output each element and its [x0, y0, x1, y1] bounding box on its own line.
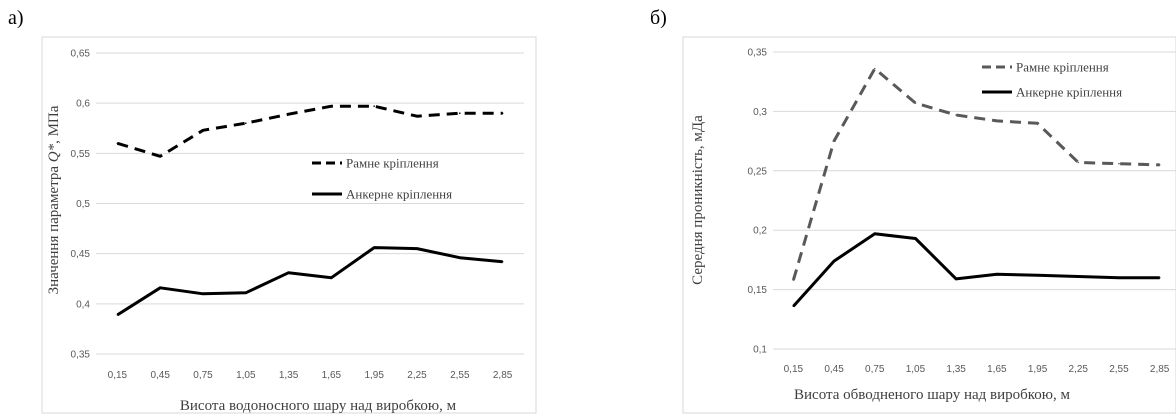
data-point [833, 260, 835, 262]
series-line-anchor-support [792, 232, 1160, 308]
y-tick-label: 0,2 [753, 226, 767, 237]
chart-frame [41, 36, 537, 414]
data-point [245, 291, 247, 294]
data-point [1118, 276, 1120, 279]
data-point [501, 112, 504, 114]
data-point [287, 113, 290, 116]
data-point [1158, 164, 1161, 166]
data-point [873, 232, 876, 235]
data-point [1036, 122, 1039, 125]
y-tick-label: 0,1 [753, 345, 767, 356]
data-point [416, 247, 418, 250]
x-tick-label: 0,15 [108, 370, 128, 381]
y-tick-label: 0,45 [71, 249, 91, 260]
x-tick-label: 1,65 [987, 364, 1007, 375]
y-tick-label: 0,35 [748, 48, 768, 59]
data-point [996, 120, 998, 122]
data-point [955, 278, 957, 280]
x-axis-title: Висота водоносного шару над виробкою, м [180, 398, 457, 414]
x-tick-label: 0,45 [150, 370, 170, 381]
data-point [287, 271, 290, 274]
panel-label: б) [650, 7, 667, 29]
data-point [245, 122, 247, 125]
data-point [914, 102, 917, 104]
y-axis-title-symbol: Q* [46, 143, 62, 162]
x-tick-label: 1,35 [946, 364, 966, 375]
x-tick-label: 2,25 [407, 370, 427, 381]
x-tick-label: 1,95 [1028, 364, 1048, 375]
y-tick-label: 0,25 [748, 166, 768, 177]
data-point [330, 276, 333, 279]
data-point [1077, 161, 1080, 164]
data-point [1077, 275, 1080, 278]
y-tick-label: 0,55 [71, 149, 91, 160]
data-point [873, 67, 876, 70]
data-point [459, 112, 461, 114]
data-point [416, 115, 418, 118]
legend-label: Рамне кріплення [1016, 60, 1109, 75]
data-point [373, 246, 376, 249]
y-tick-label: 0,6 [76, 99, 90, 110]
y-axis-title: Значення параметра Q*, МПа [46, 105, 62, 294]
y-tick-label: 0,15 [748, 285, 768, 296]
data-point [202, 293, 204, 295]
x-tick-label: 1,05 [906, 364, 926, 375]
chart-panel-a: а) 0,35 0,4 0,45 0,5 0,55 0,6 0,65 0,15 0,45 0,75 1… [8, 7, 537, 414]
y-tick-label: 0,35 [71, 350, 91, 361]
y-tick-label: 0,65 [71, 49, 91, 60]
legend-label: Анкерне кріплення [346, 187, 452, 202]
x-tick-label: 2,85 [493, 370, 513, 381]
series-line-frame-support [116, 104, 503, 158]
y-tick-label: 0,3 [753, 107, 767, 118]
legend-label: Рамне кріплення [346, 156, 439, 171]
y-tick-label: 0,4 [76, 299, 90, 310]
series-line-anchor-support [116, 246, 503, 317]
x-tick-label: 2,25 [1069, 364, 1089, 375]
data-point [914, 237, 917, 240]
x-tick-label: 1,05 [236, 370, 256, 381]
x-tick-label: 0,75 [193, 370, 213, 381]
data-point [501, 260, 504, 263]
data-point [833, 140, 835, 142]
series-line-frame-support [791, 67, 1160, 281]
y-axis-title-prefix: Значення параметра [46, 162, 62, 294]
x-tick-label: 2,55 [450, 370, 470, 381]
data-point [955, 114, 957, 116]
x-tick-label: 0,75 [865, 364, 885, 375]
data-point [996, 273, 998, 275]
x-tick-label: 0,45 [824, 364, 844, 375]
x-tick-label: 1,95 [364, 370, 384, 381]
x-tick-label: 1,65 [322, 370, 342, 381]
data-point [159, 286, 161, 289]
chart-frame [682, 36, 1176, 414]
data-point [202, 129, 204, 132]
x-axis-title: Висота обводненого шару над виробкою, м [794, 387, 1070, 403]
data-point [1158, 276, 1161, 279]
legend-label: Анкерне кріплення [1016, 85, 1122, 100]
y-axis-title: Середня проникність, мДа [690, 115, 706, 285]
data-point [792, 305, 795, 308]
data-point [459, 256, 461, 259]
x-tick-label: 2,85 [1150, 364, 1170, 375]
x-tick-label: 0,15 [784, 364, 804, 375]
data-point [1036, 274, 1039, 277]
y-axis-title-suffix: , МПа [46, 105, 62, 144]
data-point [373, 105, 376, 107]
y-tick-label: 0,5 [76, 199, 90, 210]
data-point [792, 279, 795, 281]
chart-panel-b: б) 0,1 0,15 0,2 0,25 0,3 0,35 0,15 0,45 0,75 1,05 1… [650, 7, 1176, 414]
data-point [330, 105, 333, 107]
panel-label: а) [8, 7, 24, 29]
x-tick-label: 2,55 [1109, 364, 1129, 375]
data-point [116, 314, 119, 316]
data-point [1118, 162, 1120, 165]
x-tick-label: 1,35 [279, 370, 299, 381]
data-point [159, 155, 161, 158]
data-point [116, 142, 119, 145]
